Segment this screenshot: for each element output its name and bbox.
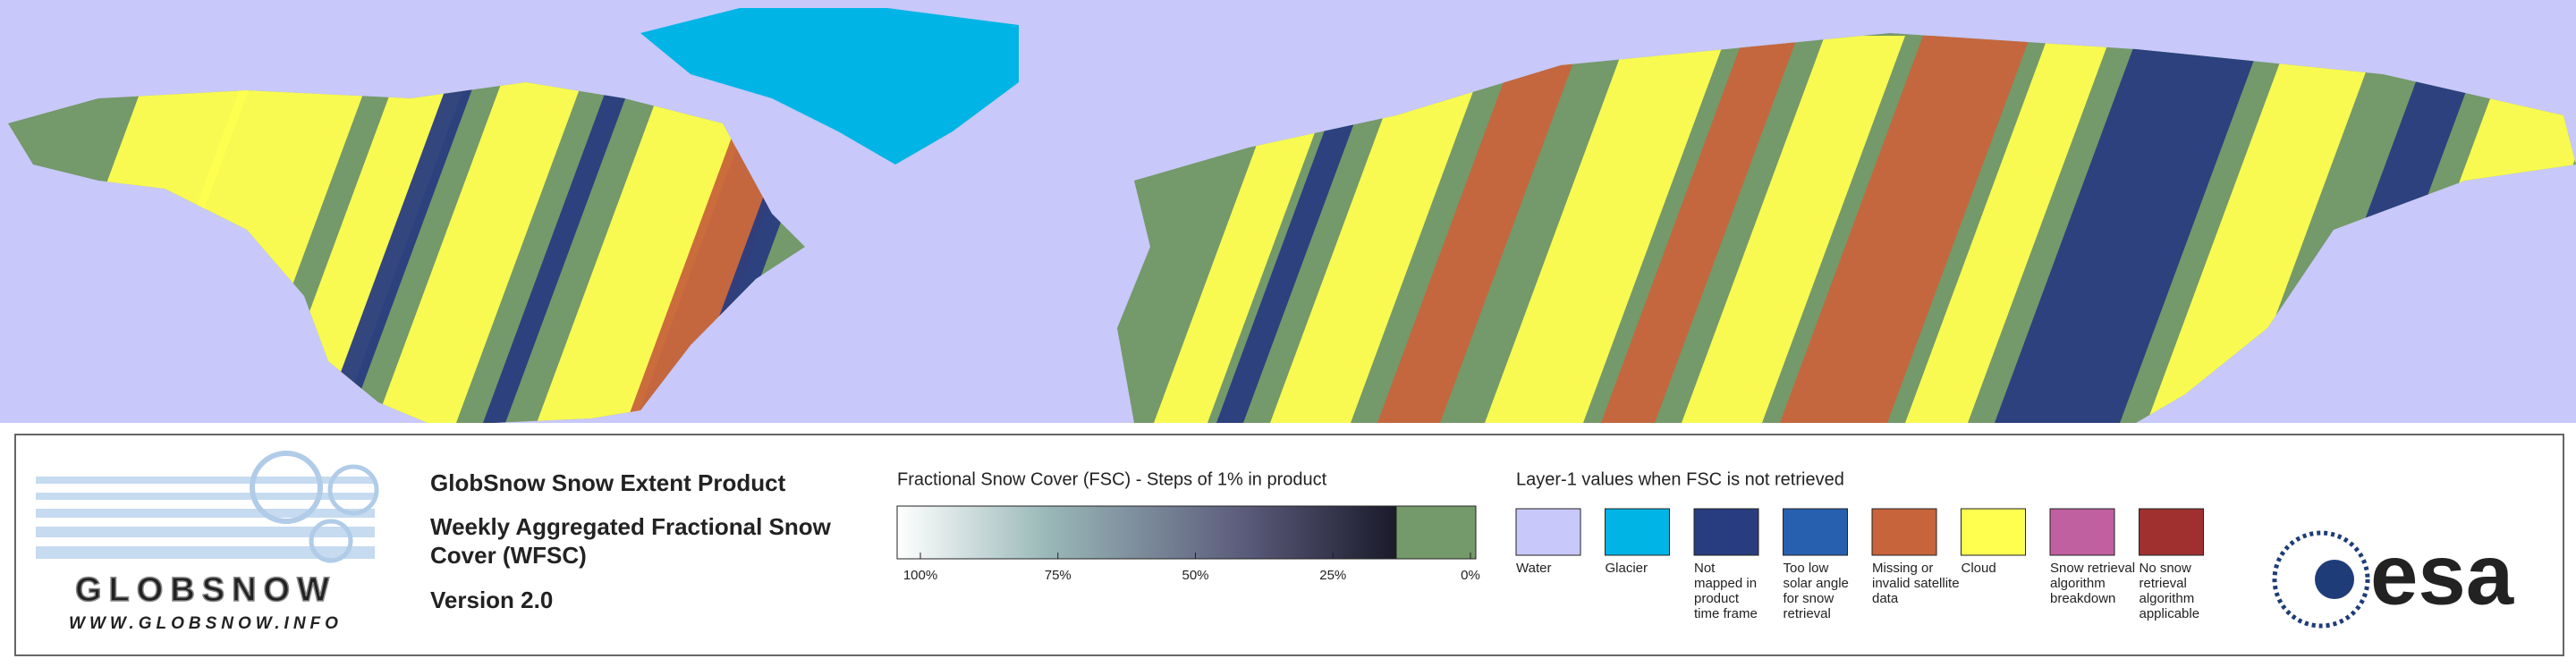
- layer1-label: Not: [1694, 561, 1716, 576]
- layer1-label: retrieval: [2140, 576, 2187, 591]
- globsnow-logo: GLOBSNOW WWW.GLOBSNOW.INFO: [36, 451, 379, 633]
- product-subtitle: Weekly Aggregated Fractional Snow: [430, 513, 832, 540]
- version: Version 2.0: [430, 587, 553, 613]
- swath: [1216, 36, 1386, 423]
- logo-stripe: [36, 477, 375, 484]
- layer1-swatch: [1605, 508, 1670, 556]
- layer1-label: Snow retrieval: [2050, 561, 2135, 576]
- logo-stripe: [36, 493, 375, 500]
- esa-logo: esa: [2272, 527, 2514, 629]
- fsc-tick-label: 100%: [903, 568, 937, 583]
- layer1-label: Glacier: [1606, 561, 1648, 576]
- swath: [1905, 36, 2111, 423]
- fsc-tick-label: 0%: [1461, 568, 1480, 583]
- fsc-gradient: [896, 505, 1397, 560]
- logo-stripe: [36, 527, 375, 537]
- swath: [1377, 36, 1583, 423]
- swath: [1780, 36, 2030, 423]
- layer1-label: No snow: [2140, 561, 2192, 576]
- fsc-tick-label: 75%: [1045, 568, 1072, 583]
- greenland: [640, 8, 1019, 165]
- esa-emblem-core: [2315, 560, 2354, 599]
- layer1-swatch: [2049, 508, 2115, 556]
- snowflake: [309, 519, 353, 563]
- swath: [1601, 36, 1798, 423]
- snowflake: [250, 451, 323, 524]
- layer1-label: Cloud: [1962, 561, 1996, 576]
- layer1-label: applicable: [2140, 606, 2200, 621]
- layer1-swatch: [2139, 508, 2204, 556]
- layer1-swatch: [1783, 508, 1848, 556]
- layer1-swatch: [1515, 508, 1581, 556]
- product-subtitle: Cover (WFSC): [430, 542, 587, 569]
- layer1-title: Layer-1 values when FSC is not retrieved: [1516, 469, 1844, 489]
- layer1-label: algorithm: [2140, 591, 2195, 606]
- layer1-label: Too low: [1784, 561, 1829, 576]
- swath: [1995, 36, 2263, 423]
- layer1-label: breakdown: [2050, 591, 2115, 606]
- layer1-swatch: [1871, 508, 1937, 556]
- swath: [2147, 36, 2379, 423]
- layer1-label: product: [1694, 591, 1740, 606]
- logo-stripe: [36, 509, 375, 518]
- layer1-label: invalid satellite: [1872, 576, 1960, 591]
- layer1-label: Water: [1516, 561, 1551, 576]
- swath: [1485, 36, 1726, 423]
- layer1-label: data: [1872, 591, 1899, 606]
- snowflake: [327, 464, 379, 516]
- layer1-label: mapped in: [1694, 576, 1757, 591]
- swath: [376, 36, 599, 423]
- layer1-label: time frame: [1694, 606, 1758, 621]
- swath: [1270, 36, 1494, 423]
- swath: [1682, 36, 1905, 423]
- swath: [483, 36, 648, 423]
- layer1-swatch: [1961, 508, 2026, 556]
- swath: [322, 36, 492, 423]
- logo-url: WWW.GLOBSNOW.INFO: [69, 614, 343, 633]
- layer1-label: Missing or: [1872, 561, 1933, 576]
- fsc-tick-label: 25%: [1319, 568, 1346, 583]
- fsc-title: Fractional Snow Cover (FSC) - Steps of 1…: [897, 469, 1327, 489]
- fsc-tick-label: 50%: [1182, 568, 1208, 583]
- layer1-label: solar angle: [1784, 576, 1849, 591]
- esa-emblem: [2272, 530, 2370, 629]
- swath: [537, 36, 778, 423]
- esa-wordmark: esa: [2370, 527, 2514, 622]
- logo-stripe: [36, 546, 375, 559]
- layer1-label: for snow: [1784, 591, 1835, 606]
- layer1-label: algorithm: [2050, 576, 2106, 591]
- layer1-label: retrieval: [1784, 606, 1831, 621]
- logo-name: GLOBSNOW: [75, 571, 336, 609]
- layer1-swatch: [1693, 508, 1759, 556]
- product-title: GlobSnow Snow Extent Product: [430, 469, 786, 496]
- fsc-zero: [1395, 505, 1477, 560]
